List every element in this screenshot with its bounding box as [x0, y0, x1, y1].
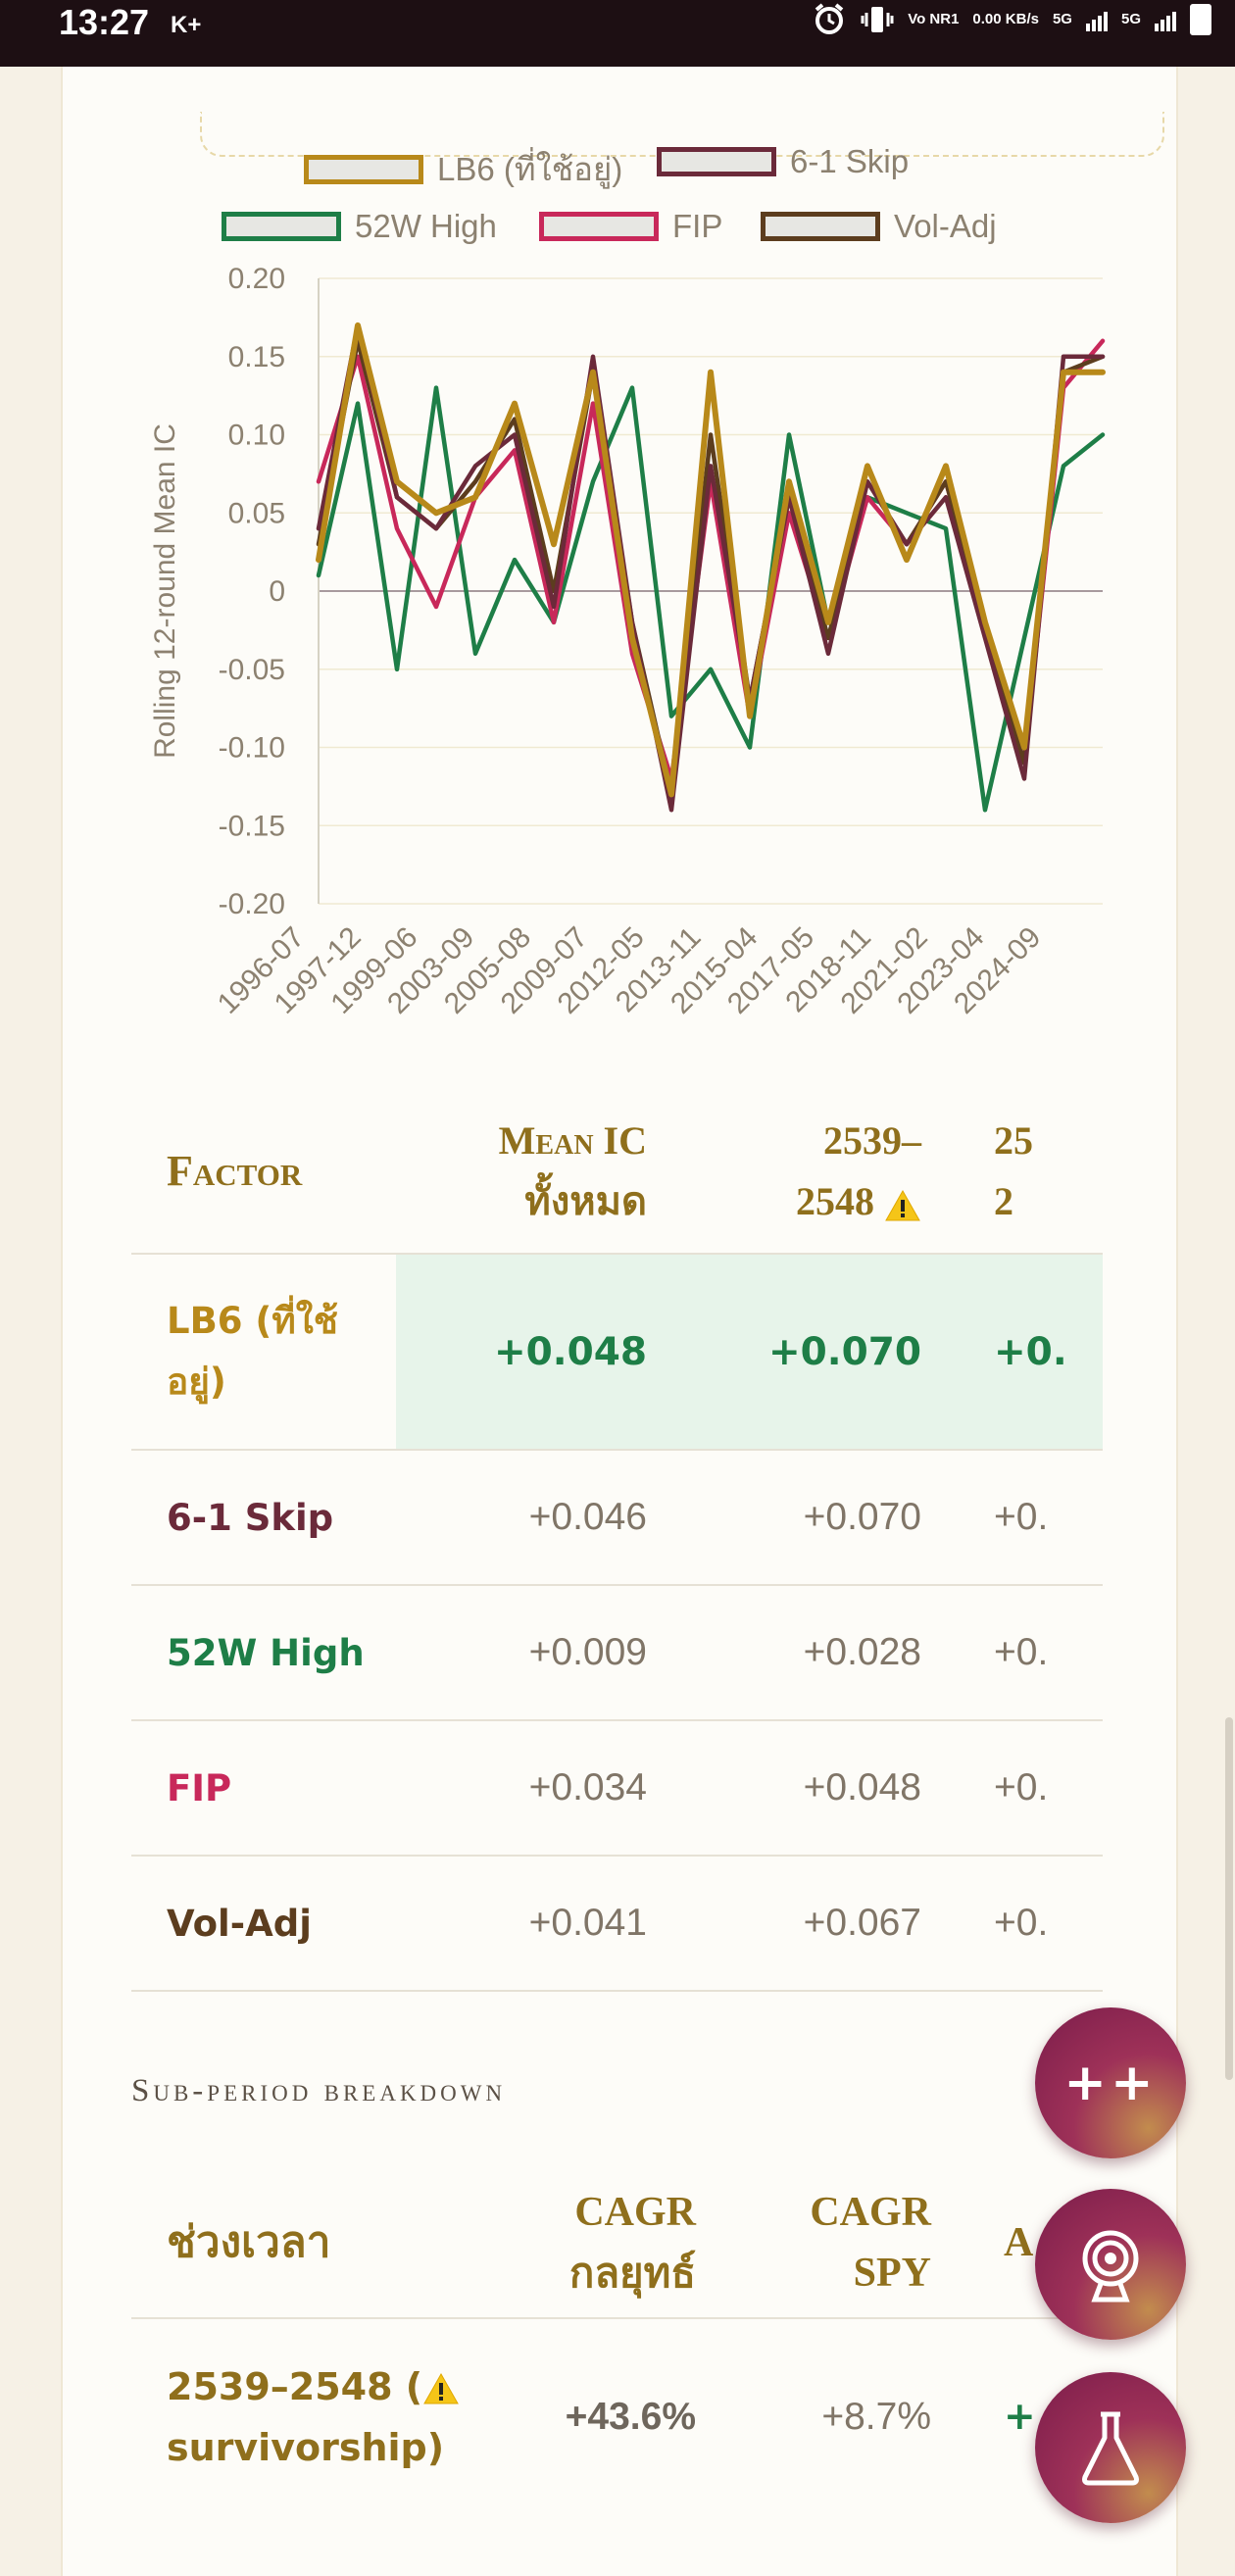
factor-name: LB6 (ที่ใช้ อยู่) — [131, 1253, 396, 1450]
y-axis-title: Rolling 12-round Mean IC — [149, 423, 181, 759]
col-period-2: 25 2 — [994, 1118, 1033, 1223]
status-time: 13:27 — [59, 2, 150, 42]
network-type-1: 5G — [1052, 11, 1072, 27]
col-cagr-strategy: CAGR กลยุทธ์ — [568, 2189, 696, 2297]
cagr-strategy-value: +43.6% — [465, 2317, 710, 2514]
period-2-value: +0. — [935, 1584, 1103, 1720]
lab-fab-button[interactable] — [1035, 2372, 1186, 2523]
factor-name: 6-1 Skip — [131, 1449, 396, 1585]
y-tick-label: -0.20 — [219, 888, 285, 920]
legend-fip[interactable]: FIP — [539, 208, 722, 245]
series-line-lb6- — [316, 322, 1106, 798]
warning-icon — [423, 2372, 459, 2404]
legend-label: 52W High — [355, 208, 497, 244]
col-mean-ic: Mean IC ทั้งหมด — [498, 1118, 647, 1223]
col-period-1: 2539– 2548 — [796, 1118, 921, 1223]
y-tick-label: 0.20 — [228, 263, 285, 295]
cagr-spy-value: +8.7% — [710, 2317, 945, 2514]
factor-name: FIP — [131, 1719, 396, 1856]
legend-swatch — [222, 212, 341, 241]
table-row-fip[interactable]: FIP +0.034 +0.048 +0. — [131, 1719, 1103, 1856]
status-icons: Vo NR1 0.00 KB/s 5G 5G — [812, 0, 1211, 39]
target-fab-button[interactable] — [1035, 2189, 1186, 2340]
status-carrier: K+ — [171, 12, 202, 38]
warning-icon — [885, 1189, 920, 1221]
signal-icon-2 — [1155, 8, 1176, 31]
period-1-value: +0.048 — [661, 1719, 935, 1856]
legend-lb6[interactable]: LB6 (ที่ใช้อยู่) — [304, 143, 622, 195]
table-header-row: ช่วงเวลา CAGR กลยุทธ์ CAGR SPY A — [131, 2168, 1103, 2318]
period-1-value: +0.067 — [661, 1855, 935, 1991]
vibrate-icon — [861, 7, 894, 32]
legend-swatch — [539, 212, 659, 241]
period-1-value: +0.070 — [661, 1449, 935, 1585]
compare-fab-button[interactable]: ++ — [1035, 2007, 1186, 2158]
period-name: 2539–2548 (survivorship) — [131, 2317, 465, 2514]
period-2-value: +0. — [935, 1253, 1103, 1450]
table-row[interactable]: 2539–2548 (survivorship) +43.6% +8.7% + — [131, 2317, 1103, 2514]
alarm-icon — [815, 3, 844, 34]
legend-swatch — [761, 212, 880, 241]
scrollbar[interactable] — [1225, 1717, 1233, 2080]
series-line-vol-adj — [316, 338, 1106, 797]
battery-icon — [1190, 4, 1211, 35]
legend-6-1-skip[interactable]: 6-1 Skip — [657, 143, 909, 180]
factor-name: 52W High — [131, 1584, 396, 1720]
network-speed: 0.00 KB/s — [972, 11, 1039, 27]
legend-swatch — [304, 154, 423, 184]
legend-52w-high[interactable]: 52W High — [222, 208, 497, 245]
period-1-value: +0.028 — [661, 1584, 935, 1720]
period-1-value: +0.070 — [661, 1253, 935, 1450]
legend-label: LB6 (ที่ใช้อยู่) — [437, 151, 623, 187]
legend-label: Vol-Adj — [894, 208, 997, 244]
table-row-lb6[interactable]: LB6 (ที่ใช้ อยู่) +0.048 +0.070 +0. — [131, 1253, 1103, 1450]
target-icon — [1082, 2230, 1139, 2303]
table-row-vol-adj[interactable]: Vol-Adj +0.041 +0.067 +0. — [131, 1855, 1103, 1991]
volte-indicator: Vo NR1 — [908, 11, 960, 27]
factor-name: Vol-Adj — [131, 1855, 396, 1991]
legend-swatch — [657, 147, 776, 176]
factor-ic-table: Factor Mean IC ทั้งหมด 2539– 2548 25 2 LB6 … — [131, 1090, 1103, 1993]
plus-plus-icon: ++ — [1063, 2054, 1158, 2112]
mean-ic-value: +0.041 — [396, 1855, 661, 1991]
ic-line-chart: 0.20 0.15 0.10 0.05 0 -0.05 -0.10 -0.15 -0.20 Rol… — [149, 263, 1106, 1020]
col-extra: A — [1004, 2220, 1034, 2265]
legend-label: FIP — [672, 208, 723, 244]
col-cagr-spy: CAGR SPY — [810, 2190, 931, 2296]
table-row-52w-high[interactable]: 52W High +0.009 +0.028 +0. — [131, 1584, 1103, 1720]
series-line-fip — [316, 338, 1106, 781]
mean-ic-value: +0.009 — [396, 1584, 661, 1720]
period-2-value: +0. — [935, 1449, 1103, 1585]
flask-icon — [1082, 2411, 1139, 2486]
y-tick-label: 0.05 — [228, 497, 285, 529]
legend-label: 6-1 Skip — [790, 143, 910, 179]
mean-ic-value: +0.034 — [396, 1719, 661, 1856]
series-line-52w-high — [316, 385, 1106, 813]
network-type-2: 5G — [1120, 11, 1141, 27]
mean-ic-value: +0.048 — [396, 1253, 661, 1450]
col-period: ช่วงเวลา — [167, 2217, 331, 2267]
table-header-row: Factor Mean IC ทั้งหมด 2539– 2548 25 2 — [131, 1090, 1103, 1254]
table-row-6-1-skip[interactable]: 6-1 Skip +0.046 +0.070 +0. — [131, 1449, 1103, 1585]
status-bar: 13:27 K+ Vo NR1 0.00 KB/s 5G 5G — [0, 0, 1235, 67]
period-2-value: +0. — [935, 1719, 1103, 1856]
period-2-value: +0. — [935, 1855, 1103, 1991]
subperiod-heading: Sub-period breakdown — [131, 2073, 507, 2108]
y-tick-label: -0.15 — [219, 810, 285, 842]
subperiod-table: ช่วงเวลา CAGR กลยุทธ์ CAGR SPY A 2539–2548… — [131, 2168, 1103, 2514]
col-factor: Factor — [167, 1147, 303, 1195]
signal-icon — [1085, 8, 1108, 31]
y-tick-label: 0.15 — [228, 341, 285, 373]
y-tick-label: 0 — [269, 575, 285, 608]
y-tick-label: -0.05 — [219, 654, 285, 686]
legend-vol-adj[interactable]: Vol-Adj — [761, 208, 997, 245]
mean-ic-value: +0.046 — [396, 1449, 661, 1585]
y-tick-label: -0.10 — [219, 732, 285, 765]
y-tick-label: 0.10 — [228, 420, 285, 452]
